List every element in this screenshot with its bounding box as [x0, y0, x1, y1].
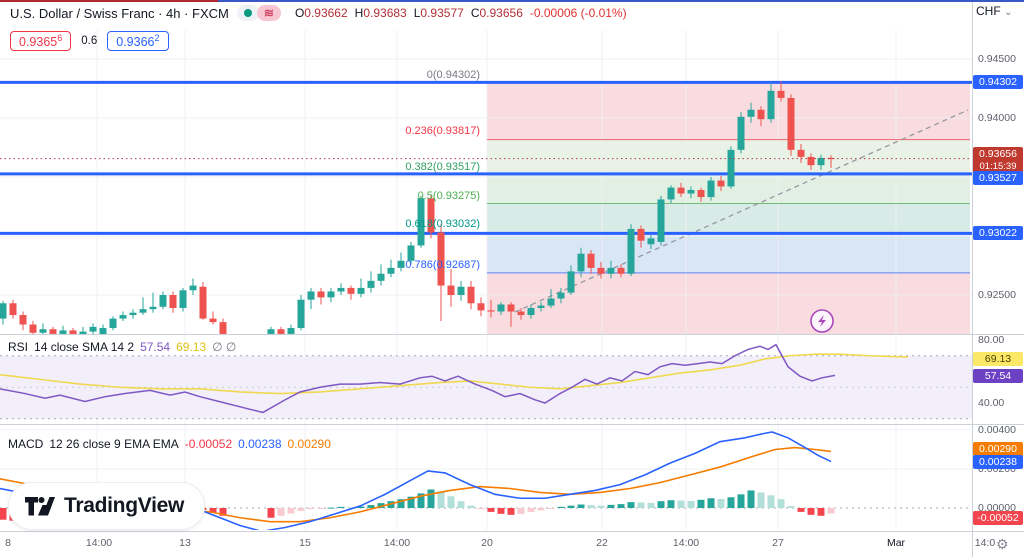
- fib-bands: [487, 82, 970, 334]
- bid-ask-row: 0.93656 0.6 0.93662: [10, 31, 169, 52]
- symbol-title[interactable]: U.S. Dollar / Swiss Franc · 4h · FXCM: [10, 5, 229, 21]
- spread-value: 0.6: [81, 35, 98, 48]
- buy-button[interactable]: 0.93662: [107, 31, 169, 52]
- empty-set-icons: ∅ ∅: [212, 340, 237, 354]
- market-open-dot-icon: [243, 9, 252, 17]
- countdown-timer: 01:15:39: [979, 161, 1017, 172]
- macd-line-value: 0.00238: [238, 437, 282, 451]
- time-label: 14:00: [672, 537, 700, 549]
- macd-signal-value: 0.00290: [287, 437, 331, 451]
- tradingview-logo-icon: [25, 496, 55, 515]
- axis-label: 0.94500: [978, 53, 1016, 65]
- tradingview-logo[interactable]: TradingView: [8, 482, 206, 530]
- time-label: 15: [299, 537, 311, 549]
- lightning-icon[interactable]: [810, 309, 834, 333]
- price-badge: 0.93527: [973, 171, 1023, 185]
- time-label: 14:0: [974, 537, 996, 549]
- low-value: 0.93577: [420, 6, 464, 20]
- axis-label: 0.94000: [978, 112, 1016, 124]
- candles: [0, 81, 835, 334]
- gear-icon[interactable]: ⚙: [996, 536, 1009, 552]
- gridlines: [0, 30, 972, 530]
- fib-level-label: 0.786(0.92687): [405, 259, 480, 271]
- close-value: 0.93656: [479, 6, 523, 20]
- macd-legend[interactable]: MACD 12 26 close 9 EMA EMA -0.00052 0.00…: [8, 437, 331, 451]
- time-label: 27: [772, 537, 784, 549]
- price-badge: 0.00238: [973, 455, 1023, 469]
- chevron-down-icon: ⌄: [1004, 7, 1013, 18]
- top-strip-left: [0, 0, 218, 2]
- price-badge: 57.54: [973, 369, 1023, 383]
- rsi-line: [0, 343, 836, 414]
- time-label: 13: [179, 537, 191, 549]
- fib-level-label: 0.236(0.93817): [405, 125, 480, 137]
- high-value: 0.93683: [363, 6, 407, 20]
- currency-unit-button[interactable]: CHF ⌄: [976, 4, 1013, 18]
- price-badge: -0.00052: [973, 511, 1023, 525]
- change-value: -0.00006 (-0.01%): [529, 6, 627, 20]
- price-badge: 0.94302: [973, 75, 1023, 89]
- fib-level-label: 0.382(0.93517): [405, 161, 480, 173]
- tradingview-logo-text: TradingView: [64, 494, 185, 517]
- sell-button[interactable]: 0.93656: [10, 31, 72, 52]
- open-value: 0.93662: [304, 6, 348, 20]
- market-status-pill[interactable]: [236, 5, 259, 21]
- rsi-title: RSI: [8, 340, 29, 354]
- time-label: 14:00: [85, 537, 113, 549]
- time-label: 14:00: [383, 537, 411, 549]
- symbol-legend-row: U.S. Dollar / Swiss Franc · 4h · FXCM ≋ …: [10, 5, 627, 21]
- macd-hist-value: -0.00052: [184, 437, 233, 451]
- fib-level-label: 0.5(0.93275): [417, 190, 480, 202]
- top-strip-right: [218, 0, 1024, 2]
- trendline: [514, 109, 969, 313]
- time-label: 22: [596, 537, 608, 549]
- time-label: 8: [5, 537, 11, 549]
- rsi-sma-line: [0, 353, 909, 395]
- ohlc-values: O0.93662 H0.93683 L0.93577 C0.93656 -0.0…: [294, 6, 627, 20]
- price-badge: 69.13: [973, 352, 1023, 366]
- fib-level-label: 0.618(0.93032): [405, 218, 480, 230]
- rsi-legend[interactable]: RSI 14 close SMA 14 2 57.54 69.13 ∅ ∅: [8, 340, 236, 354]
- macd-title: MACD: [8, 437, 44, 451]
- price-badge: 0.93022: [973, 226, 1023, 240]
- rsi-sma-value: 69.13: [176, 340, 207, 354]
- rsi-value: 57.54: [140, 340, 171, 354]
- notification-pill[interactable]: ≋: [256, 5, 281, 21]
- time-label: 20: [481, 537, 493, 549]
- axis-label: 0.92500: [978, 289, 1016, 301]
- price-badge: 0.00290: [973, 442, 1023, 456]
- rsi-params: 14 close SMA 14 2: [34, 340, 135, 354]
- macd-params: 12 26 close 9 EMA EMA: [49, 437, 179, 451]
- axis-label: 80.00: [978, 334, 1005, 346]
- time-label: Mar: [886, 537, 906, 549]
- price-badge: 0.93656 01:15:39: [973, 147, 1023, 173]
- wave-icon: ≋: [263, 6, 274, 20]
- axis-label: 0.00400: [978, 424, 1016, 436]
- fib-level-label: 0(0.94302): [426, 69, 480, 81]
- axis-label: 40.00: [978, 397, 1005, 409]
